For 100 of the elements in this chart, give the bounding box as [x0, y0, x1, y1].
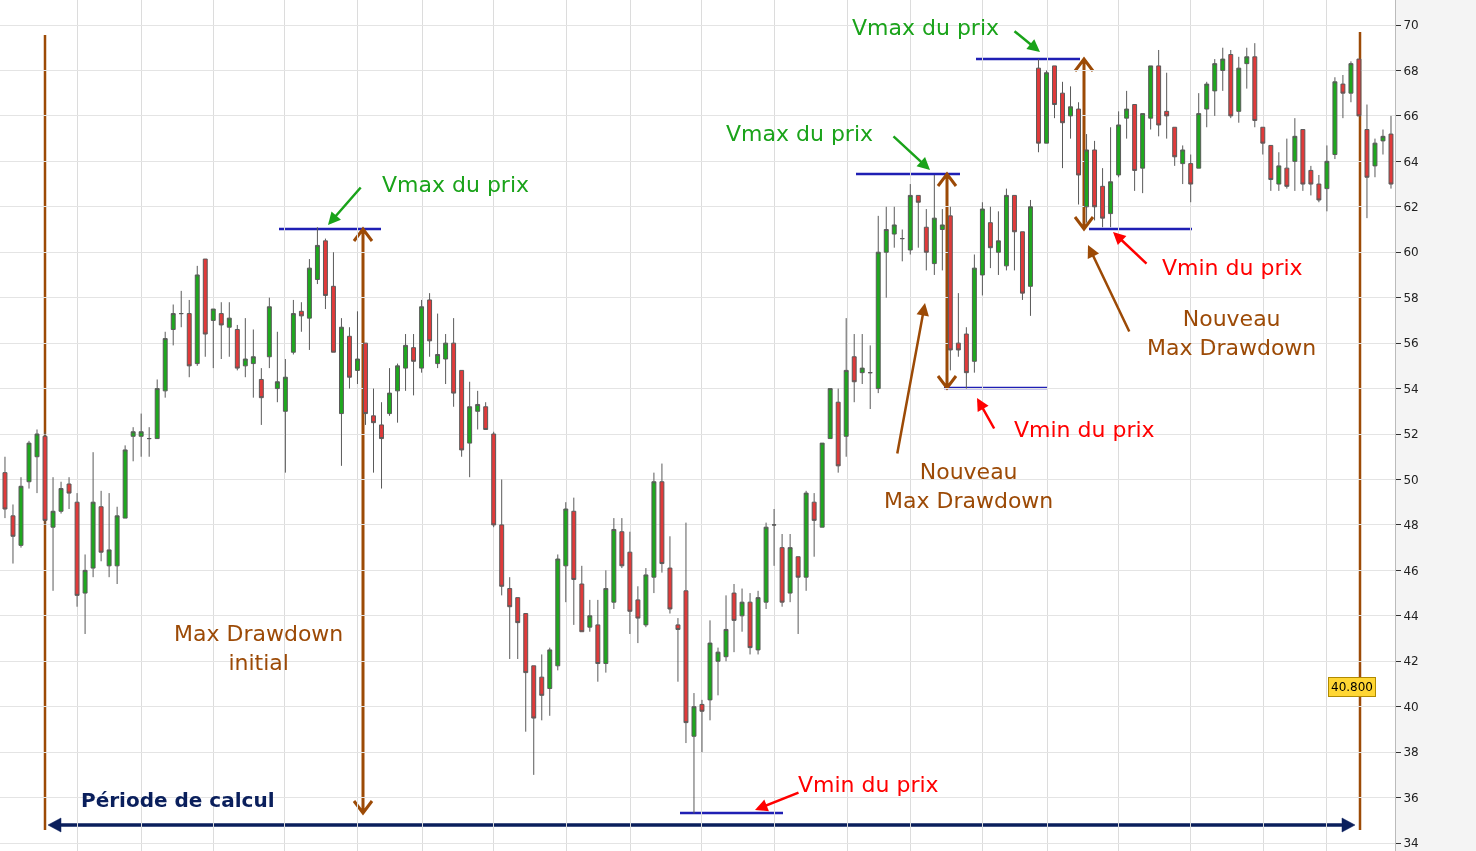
candlestick — [1132, 104, 1138, 192]
candlestick — [1228, 49, 1234, 119]
candlestick — [250, 328, 256, 399]
candlestick — [843, 317, 849, 458]
y-tick-label: 56 — [1403, 336, 1419, 351]
candlestick — [1308, 165, 1314, 196]
y-tick-label: 50 — [1403, 472, 1419, 487]
candlestick — [1084, 133, 1090, 224]
candlestick — [803, 490, 809, 592]
annotation: Vmax du prix — [852, 15, 1000, 40]
y-tick-label: 62 — [1403, 199, 1419, 214]
candlestick — [1140, 113, 1146, 194]
candlestick — [154, 378, 160, 440]
annotation: Vmin du prix — [1162, 255, 1303, 280]
candlestick — [467, 381, 473, 478]
candlestick — [931, 174, 937, 276]
candlestick — [883, 206, 889, 299]
candlestick — [795, 556, 801, 635]
y-tick-label: 34 — [1403, 836, 1419, 851]
candlestick — [1388, 115, 1394, 190]
y-tick-label: 64 — [1403, 154, 1419, 169]
candlestick — [683, 522, 689, 744]
candlestick — [122, 444, 128, 519]
y-tick-label: 58 — [1403, 290, 1419, 305]
y-tick-label: 54 — [1403, 381, 1419, 396]
candlestick — [515, 597, 521, 660]
candlestick — [475, 390, 481, 430]
candlestick — [1180, 144, 1186, 185]
candlestick — [875, 215, 881, 394]
candlestick — [395, 363, 400, 424]
candlestick — [34, 428, 40, 494]
candlestick — [891, 206, 897, 249]
candlestick — [1052, 65, 1057, 119]
candlestick — [1124, 90, 1130, 140]
y-tick-label: 44 — [1403, 609, 1419, 624]
candlestick — [979, 201, 985, 296]
candlestick — [771, 508, 777, 567]
candlestick — [347, 326, 352, 390]
candlestick — [1372, 138, 1378, 178]
candlestick — [619, 517, 625, 569]
candlestick — [74, 492, 80, 608]
candlestick — [923, 208, 929, 271]
candlestick — [322, 238, 328, 310]
candlestick — [1324, 144, 1330, 212]
candlestick — [1316, 174, 1322, 203]
candlestick — [26, 440, 32, 490]
candlestick — [651, 472, 657, 594]
candlestick — [955, 292, 961, 358]
candlestick — [1260, 126, 1266, 156]
candlestick — [1011, 194, 1017, 271]
candlestick — [66, 476, 72, 510]
candlestick — [186, 299, 192, 378]
candlestick — [819, 442, 825, 528]
candlestick — [1019, 231, 1025, 301]
candlestick — [1036, 58, 1041, 153]
y-tick-label: 36 — [1403, 790, 1419, 805]
candlestick — [523, 613, 529, 733]
candlestick — [835, 388, 841, 474]
annotation: Max Drawdown initial — [174, 621, 344, 675]
candlestick — [1044, 69, 1049, 144]
candlestick — [1068, 85, 1073, 140]
candlestick — [827, 388, 833, 440]
candlestick — [298, 301, 304, 333]
y-tick-label: 66 — [1403, 109, 1419, 124]
candlestick — [763, 522, 769, 610]
candlestick — [242, 317, 248, 378]
candlestick — [715, 647, 721, 696]
candlestick — [114, 506, 120, 585]
candlestick — [1236, 56, 1242, 124]
candlestick — [1364, 104, 1370, 219]
candlestick — [314, 226, 320, 285]
candlestick — [1188, 154, 1194, 203]
candlestick — [411, 333, 417, 396]
y-tick-label: 60 — [1403, 245, 1419, 260]
candlestick — [1276, 151, 1282, 192]
candlestick — [170, 304, 176, 346]
candlestick — [130, 426, 136, 462]
candlestick — [226, 301, 232, 358]
candlestick — [138, 413, 144, 458]
candlestick — [290, 299, 296, 355]
candlestick — [1380, 129, 1386, 156]
candlestick — [330, 251, 336, 353]
candlestick — [371, 388, 376, 474]
candlestick — [915, 194, 921, 249]
candlestick — [507, 576, 513, 660]
candlestick — [1212, 58, 1218, 117]
candlestick — [274, 331, 280, 403]
candlestick — [731, 583, 737, 653]
candlestick — [851, 333, 857, 403]
candlestick — [363, 342, 368, 426]
candlestick — [282, 358, 288, 474]
candlestick — [459, 369, 465, 458]
candlestick — [50, 476, 56, 592]
candlestick — [483, 401, 489, 430]
candlestick — [234, 324, 240, 371]
candlestick — [1284, 138, 1290, 190]
candlestick — [2, 456, 8, 519]
annotation: Vmin du prix — [1014, 417, 1155, 442]
annotation: Vmax du prix — [726, 121, 874, 146]
candlestick — [1116, 110, 1122, 178]
